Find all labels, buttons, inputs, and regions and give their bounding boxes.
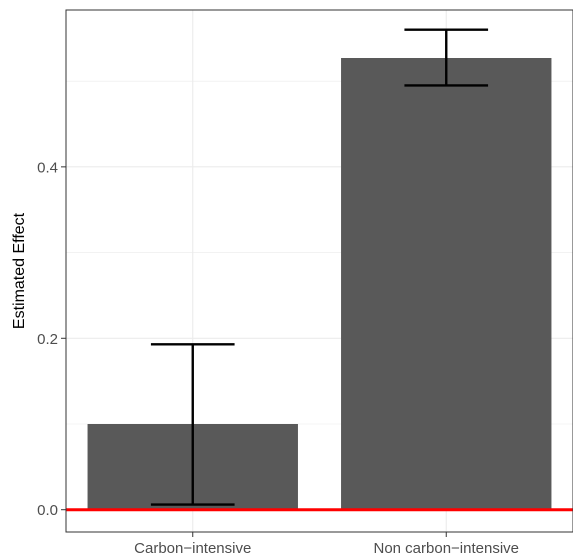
y-tick-label: 0.0	[37, 502, 58, 519]
axes: 0.0 0.2 0.4 Carbon−intensive Non carbon−inte…	[37, 159, 519, 557]
bars	[87, 58, 552, 510]
bar	[341, 58, 552, 510]
y-axis-title: Estimated Effect	[11, 212, 28, 329]
y-tick-label: 0.4	[37, 159, 58, 176]
error-bars	[150, 28, 489, 506]
y-tick-label: 0.2	[37, 331, 58, 348]
x-tick-label: Carbon−intensive	[134, 540, 251, 557]
x-tick-label: Non carbon−intensive	[373, 540, 519, 557]
panel-border	[65, 9, 573, 533]
